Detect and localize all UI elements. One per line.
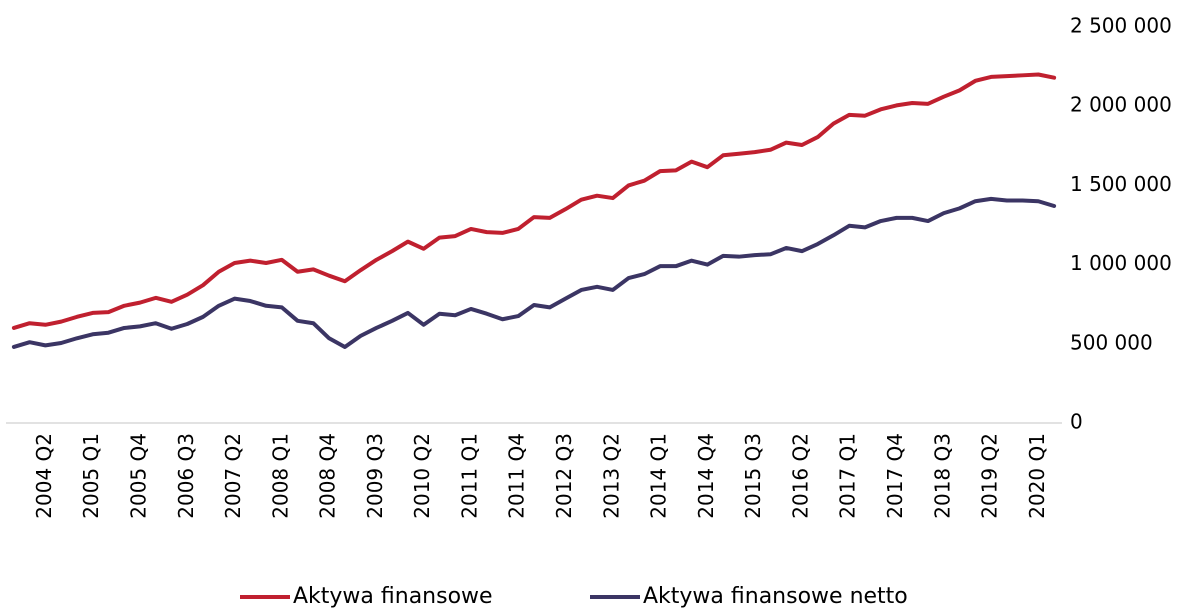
- x-tick-label: 2017 Q1: [836, 433, 860, 519]
- x-tick-label: 2006 Q3: [174, 433, 198, 519]
- x-tick-label: 2019 Q2: [978, 433, 1002, 519]
- y-tick-label: 2 500 000: [1070, 14, 1172, 38]
- x-tick-label: 2016 Q2: [788, 433, 812, 519]
- x-tick-label: 2013 Q2: [599, 433, 623, 519]
- x-tick-label: 2012 Q3: [552, 433, 576, 519]
- x-tick-label: 2005 Q4: [126, 433, 150, 519]
- x-tick-label: 2004 Q2: [32, 433, 56, 519]
- x-tick-label: 2018 Q3: [930, 433, 954, 519]
- x-tick-label: 2014 Q4: [694, 433, 718, 519]
- x-tick-label: 2009 Q3: [363, 433, 387, 519]
- x-tick-label: 2020 Q1: [1025, 433, 1049, 519]
- x-tick-label: 2014 Q1: [647, 433, 671, 519]
- x-tick-label: 2017 Q4: [883, 433, 907, 519]
- line-series: [11, 196, 1057, 349]
- legend-label: Aktywa finansowe netto: [643, 584, 908, 609]
- x-tick-label: 2011 Q1: [457, 433, 481, 519]
- y-tick-label: 1 500 000: [1070, 172, 1172, 196]
- y-tick-label: 0: [1070, 410, 1083, 434]
- x-tick-label: 2007 Q2: [221, 433, 245, 519]
- line-series: [11, 72, 1057, 330]
- x-tick-label: 2010 Q2: [410, 433, 434, 519]
- x-tick-label: 2015 Q3: [741, 433, 765, 519]
- y-tick-label: 1 000 000: [1070, 251, 1172, 275]
- x-tick-label: 2008 Q1: [268, 433, 292, 519]
- x-tick-label: 2005 Q1: [79, 433, 103, 519]
- y-tick-label: 2 000 000: [1070, 93, 1172, 117]
- legend-label: Aktywa finansowe: [293, 584, 493, 609]
- x-tick-label: 2011 Q4: [505, 433, 529, 519]
- x-tick-label: 2008 Q4: [316, 433, 340, 519]
- y-tick-label: 500 000: [1070, 330, 1153, 354]
